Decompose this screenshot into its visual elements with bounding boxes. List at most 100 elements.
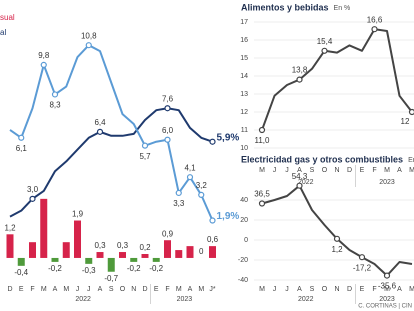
x-tick-label: E <box>360 286 365 293</box>
x-tick-label: O <box>322 286 328 293</box>
x-tick-label: A <box>188 286 193 293</box>
bar <box>29 242 36 258</box>
year-label: 2022 <box>298 296 314 303</box>
value-label: 1,2 <box>4 223 16 232</box>
point <box>371 26 378 33</box>
y-tick-label: 20 <box>240 217 248 224</box>
value-label: 4,1 <box>184 163 196 172</box>
x-tick-label: J <box>87 286 91 293</box>
x-tick-label: A <box>297 167 302 174</box>
point <box>258 126 266 134</box>
x-tick-label: M <box>198 286 204 293</box>
x-tick-label: N <box>334 167 339 174</box>
point <box>358 254 366 261</box>
point <box>408 108 414 116</box>
x-tick-label: A <box>98 286 103 293</box>
x-tick-label: M <box>384 167 390 174</box>
y-tick-label: 13 <box>240 91 248 98</box>
value-label: 10,8 <box>81 31 97 40</box>
value-label: 0,9 <box>162 229 174 238</box>
value-label: 16,6 <box>367 15 383 24</box>
value-label: -35,6 <box>378 282 397 291</box>
point <box>164 105 171 112</box>
year-label: 2022 <box>298 179 314 186</box>
x-tick-label: N <box>131 286 136 293</box>
value-label: -0,2 <box>48 264 62 273</box>
y-tick-label: 14 <box>240 73 248 80</box>
point <box>51 91 59 98</box>
point <box>18 134 25 141</box>
x-tick-label: S <box>109 286 114 293</box>
x-tick-label: E <box>19 286 24 293</box>
bar <box>40 198 48 258</box>
value-label: -17,2 <box>353 263 372 272</box>
value-label: 1,2 <box>331 245 343 254</box>
value-label: -0,4 <box>14 268 28 277</box>
y-tick-label: 12 <box>240 109 248 116</box>
x-tick-label: S <box>310 167 315 174</box>
y-tick-label: 16 <box>240 37 248 44</box>
bar <box>130 257 138 262</box>
bar <box>152 257 160 262</box>
year-label: 2022 <box>75 296 91 303</box>
line <box>261 184 413 277</box>
point <box>209 217 216 224</box>
bar <box>85 257 93 264</box>
x-tick-label: J <box>76 286 80 293</box>
value-label: 0 <box>199 247 204 256</box>
value-label: 0,3 <box>94 241 106 250</box>
x-tick-label: S <box>310 286 315 293</box>
bar <box>62 242 70 258</box>
bar <box>141 254 149 258</box>
value-label: 9,8 <box>38 51 50 60</box>
value-label: 13,8 <box>292 66 308 75</box>
value-label: 3,2 <box>196 181 208 190</box>
x-tick-label: M <box>176 286 182 293</box>
x-tick-label: D <box>347 286 352 293</box>
value-label: 54,3 <box>292 172 308 181</box>
value-label: 6,4 <box>94 118 106 127</box>
x-tick-label: E <box>360 167 365 174</box>
x-tick-label: N <box>334 286 339 293</box>
value-label: 7,6 <box>162 94 174 103</box>
point <box>186 174 194 181</box>
chart-title: Alimentos y bebidas <box>241 2 329 12</box>
year-label: 2023 <box>177 296 193 303</box>
bar <box>96 252 104 258</box>
x-tick-label: O <box>120 286 126 293</box>
x-tick-label: E <box>154 286 159 293</box>
y-tick-label: -20 <box>238 257 248 264</box>
unit-label: En % <box>334 5 351 12</box>
x-tick-label: D <box>347 167 352 174</box>
x-tick-label: J <box>285 167 289 174</box>
x-tick-label: J* <box>209 286 216 293</box>
value-label: 3,0 <box>27 185 39 194</box>
unit-label: En % <box>408 157 414 164</box>
point <box>175 189 182 197</box>
y-tick-label: 0 <box>244 237 248 244</box>
value-label: -0,2 <box>149 264 163 273</box>
y-tick-label: 17 <box>240 19 248 26</box>
bar <box>209 246 216 258</box>
value-label: 0,3 <box>117 241 129 250</box>
value-label: 0,2 <box>139 243 151 252</box>
x-tick-label: M <box>41 286 47 293</box>
bar <box>6 234 14 258</box>
bar <box>186 246 194 258</box>
bar <box>175 250 183 258</box>
x-tick-label: M <box>259 167 265 174</box>
bar <box>51 257 59 262</box>
x-tick-label: J <box>273 286 277 293</box>
point <box>258 200 266 207</box>
line <box>9 107 213 218</box>
value-label: 11,0 <box>255 136 271 145</box>
x-tick-label: F <box>372 286 376 293</box>
value-label: 15,4 <box>317 37 333 46</box>
legend-label: al <box>0 28 6 37</box>
bar <box>107 257 115 272</box>
credit: C. CORTINAS | CIN <box>358 304 412 310</box>
value-label: 3,3 <box>173 199 185 208</box>
x-tick-label: J <box>285 286 289 293</box>
bar <box>74 220 81 258</box>
